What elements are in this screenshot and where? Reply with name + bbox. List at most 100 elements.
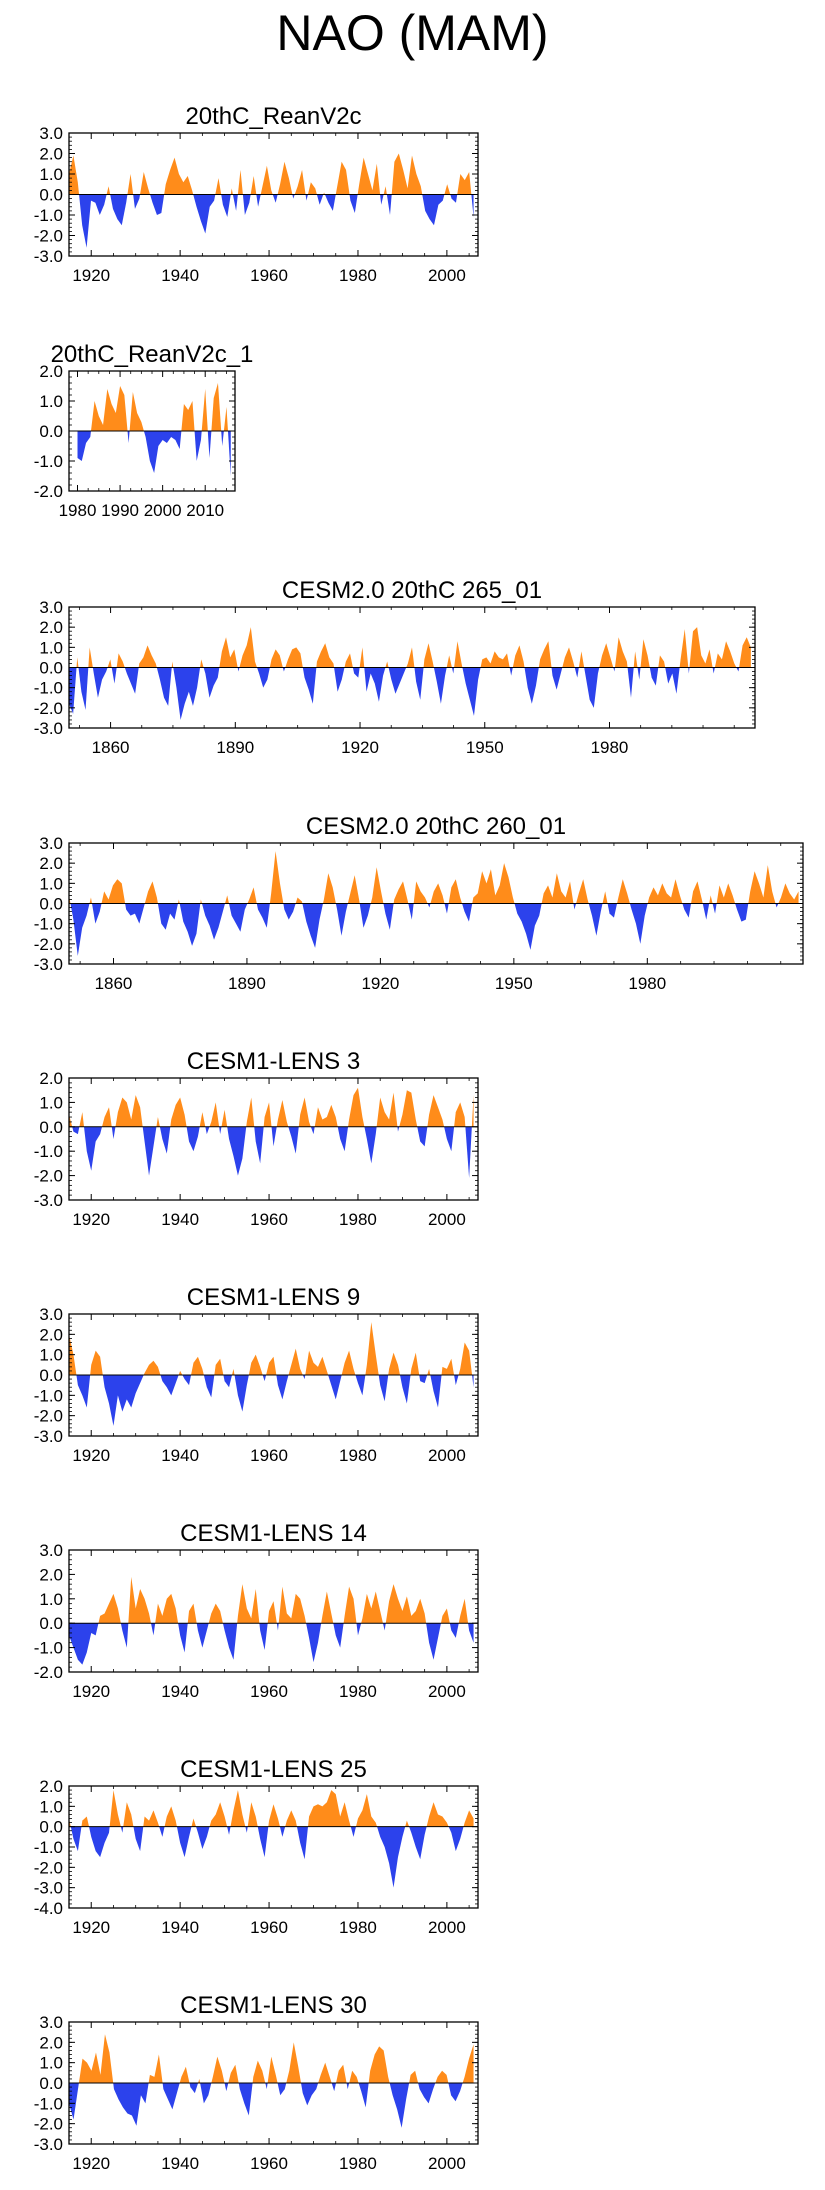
positive-anomaly-area xyxy=(200,659,204,668)
chart-title: CESM2.0 20thC 260_01 xyxy=(306,813,566,840)
positive-anomaly-area xyxy=(640,639,650,668)
positive-anomaly-area xyxy=(211,2056,225,2083)
negative-anomaly-area xyxy=(178,1623,188,1653)
positive-anomaly-area xyxy=(359,647,365,668)
positive-anomaly-area xyxy=(81,1816,90,1827)
negative-anomaly-area xyxy=(196,1826,210,1850)
negative-anomaly-area xyxy=(203,1375,215,1398)
negative-anomaly-area xyxy=(143,431,182,473)
positive-anomaly-area xyxy=(177,899,180,904)
x-tick-label: 1960 xyxy=(250,1682,288,1701)
negative-anomaly-area xyxy=(688,667,690,674)
x-tick-label: 1980 xyxy=(591,738,629,757)
negative-anomaly-area xyxy=(111,667,117,684)
positive-anomaly-area xyxy=(101,879,126,904)
negative-anomaly-area xyxy=(430,1375,442,1408)
y-tick-label: -3.0 xyxy=(34,955,63,974)
chart-title: 20thC_ReanV2c xyxy=(185,103,361,130)
y-tick-label: 0.0 xyxy=(39,1366,63,1385)
negative-anomaly-area xyxy=(193,194,216,234)
negative-anomaly-area xyxy=(380,194,384,205)
negative-anomaly-area xyxy=(629,903,648,944)
positive-anomaly-area xyxy=(617,879,630,904)
negative-anomaly-area xyxy=(133,1826,144,1852)
negative-anomaly-area xyxy=(417,1126,428,1147)
negative-anomaly-area xyxy=(422,194,445,226)
chart-title: CESM1-LENS 25 xyxy=(180,1756,367,1783)
negative-anomaly-area xyxy=(238,2083,253,2116)
negative-anomaly-area xyxy=(125,903,145,924)
negative-anomaly-area xyxy=(358,2083,369,2108)
negative-anomaly-area xyxy=(256,903,270,928)
negative-anomaly-area xyxy=(162,2083,180,2110)
negative-anomaly-area xyxy=(283,903,296,920)
y-tick-label: -3.0 xyxy=(34,1191,63,1210)
positive-anomaly-area xyxy=(263,1102,272,1127)
positive-anomaly-area xyxy=(268,1804,280,1827)
y-tick-label: 3.0 xyxy=(39,598,63,617)
positive-anomaly-area xyxy=(232,1368,235,1375)
x-tick-label: 1980 xyxy=(339,1210,377,1229)
negative-anomaly-area xyxy=(159,1126,171,1154)
positive-anomaly-area xyxy=(252,2060,266,2083)
positive-anomaly-area xyxy=(341,1350,356,1375)
negative-anomaly-area xyxy=(151,1623,156,1636)
negative-anomaly-area xyxy=(173,667,201,720)
positive-anomaly-area xyxy=(200,899,202,904)
positive-anomaly-area xyxy=(191,1356,204,1375)
positive-anomaly-area xyxy=(388,1352,400,1375)
y-tick-label: 1.0 xyxy=(39,1797,63,1816)
y-tick-label: -1.0 xyxy=(34,1142,63,1161)
positive-anomaly-area xyxy=(714,641,737,668)
negative-anomaly-area xyxy=(509,667,513,676)
positive-anomaly-area xyxy=(143,1360,161,1375)
positive-anomaly-area xyxy=(335,161,350,195)
x-tick-label: 2010 xyxy=(186,501,224,520)
negative-anomaly-area xyxy=(449,1623,459,1638)
negative-anomaly-area xyxy=(292,194,295,199)
chart-title: CESM2.0 20thC 265_01 xyxy=(282,577,542,604)
positive-anomaly-area xyxy=(215,178,222,195)
x-tick-label: 1920 xyxy=(72,1682,110,1701)
negative-anomaly-area xyxy=(69,667,77,714)
negative-anomaly-area xyxy=(227,1826,231,1835)
y-tick-label: 3.0 xyxy=(39,2013,63,2032)
y-tick-label: 1.0 xyxy=(39,638,63,657)
positive-anomaly-area xyxy=(269,851,284,904)
x-tick-label: 1950 xyxy=(495,974,533,993)
negative-anomaly-area xyxy=(221,194,231,218)
positive-anomaly-area xyxy=(376,1092,398,1127)
negative-anomaly-area xyxy=(356,1623,362,1636)
positive-anomaly-area xyxy=(440,1608,450,1624)
negative-anomaly-area xyxy=(355,1375,366,1396)
negative-anomaly-area xyxy=(468,1623,474,1643)
y-tick-label: 2.0 xyxy=(39,1777,63,1796)
negative-anomaly-area xyxy=(276,1623,279,1631)
y-tick-label: 3.0 xyxy=(39,1305,63,1324)
positive-anomaly-area xyxy=(368,2046,390,2083)
negative-anomaly-area xyxy=(76,1375,91,1408)
x-tick-label: 1920 xyxy=(72,1446,110,1465)
negative-anomaly-area xyxy=(305,194,308,201)
positive-anomaly-area xyxy=(88,647,93,668)
negative-anomaly-area xyxy=(257,1826,269,1858)
positive-anomaly-area xyxy=(321,1591,334,1624)
positive-anomaly-area xyxy=(463,1810,474,1827)
positive-anomaly-area xyxy=(239,627,258,668)
positive-anomaly-area xyxy=(602,891,608,904)
negative-anomaly-area xyxy=(349,194,358,213)
positive-anomaly-area xyxy=(399,1090,418,1127)
positive-anomaly-area xyxy=(127,174,134,195)
negative-anomaly-area xyxy=(79,194,107,248)
positive-anomaly-area xyxy=(323,873,336,904)
negative-anomaly-area xyxy=(234,1375,249,1412)
negative-anomaly-area xyxy=(124,667,139,694)
x-tick-label: 1860 xyxy=(92,738,130,757)
x-tick-label: 1940 xyxy=(161,1918,199,1937)
y-tick-label: 1.0 xyxy=(39,165,63,184)
positive-anomaly-area xyxy=(214,1358,224,1375)
plot-frame xyxy=(68,1549,479,1673)
positive-anomaly-area xyxy=(69,155,80,195)
x-tick-label: 1920 xyxy=(72,1210,110,1229)
